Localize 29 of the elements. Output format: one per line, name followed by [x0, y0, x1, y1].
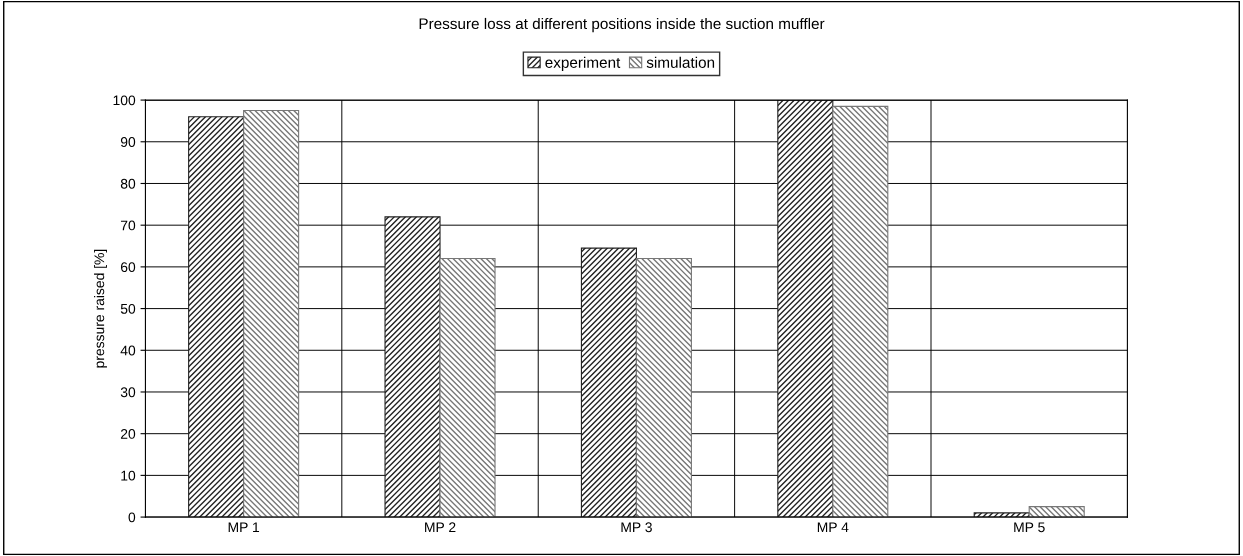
x-tick-label: MP 3: [621, 522, 652, 533]
legend-label: simulation: [646, 56, 715, 68]
bar: [832, 105, 889, 518]
bar: [777, 100, 834, 518]
bar: [188, 116, 245, 518]
y-tick-label: 40: [120, 345, 136, 356]
x-tick-label: MP 2: [425, 522, 456, 533]
bar: [635, 257, 692, 518]
x-tick-label: MP 4: [817, 522, 849, 533]
x-tick-label: MP 1: [228, 522, 260, 533]
y-tick-label: 0: [128, 512, 136, 523]
y-tick-label: 80: [120, 178, 136, 189]
y-tick-label: 100: [113, 95, 136, 106]
y-tick-label: 30: [120, 387, 136, 398]
bar: [580, 247, 637, 518]
y-tick-label: 10: [121, 470, 136, 481]
legend-label: experiment: [545, 56, 621, 71]
bar: [439, 257, 496, 518]
y-tick-label: 70: [120, 220, 136, 231]
y-tick-label: 60: [120, 262, 136, 273]
bar: [384, 216, 441, 518]
y-tick-label: 90: [120, 137, 136, 147]
y-axis-title: pressure raised [%]: [94, 249, 107, 368]
y-tick-label: 20: [120, 429, 136, 439]
chart-title: Pressure loss at different positions inside the suction muffler: [419, 17, 825, 33]
y-tick-label: 50: [120, 303, 136, 314]
x-tick-label: MP 5: [1014, 522, 1045, 533]
bar: [1028, 506, 1085, 518]
bar: [243, 109, 300, 518]
